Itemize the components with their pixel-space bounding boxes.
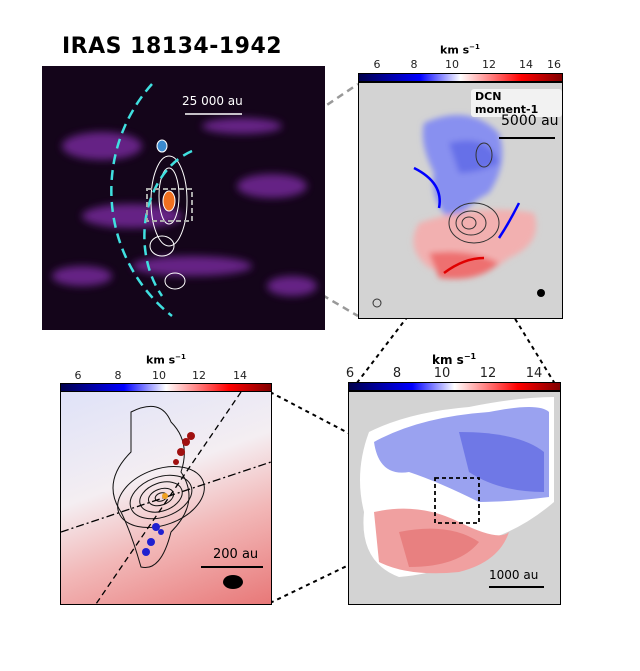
- tick: 14: [525, 366, 543, 381]
- panel-a-continuum-map: 25 000 au: [42, 66, 325, 330]
- panel-a-scale-label: 25 000 au: [182, 94, 243, 108]
- unit-exp: −1: [469, 43, 480, 51]
- tick: 10: [445, 58, 459, 71]
- tick: 8: [114, 369, 122, 382]
- tick: 16: [547, 58, 561, 71]
- tick: 6: [74, 369, 82, 382]
- tick: 8: [392, 366, 402, 381]
- panel-d-colorbar: [348, 382, 561, 391]
- panel-b-colorbar-ticks: 6 8 10 12 14 16: [358, 58, 562, 72]
- figure-title: IRAS 18134-1942: [62, 34, 283, 59]
- tick: 12: [192, 369, 206, 382]
- tick: 14: [233, 369, 247, 382]
- panel-d-dcn-zoom-map: 1000 au: [348, 391, 561, 605]
- panel-c-scale-label: 200 au: [213, 547, 259, 562]
- unit: km s: [440, 43, 470, 57]
- panel-b-dcn-moment-map: DCN moment-1 5000 au: [358, 82, 563, 319]
- tick: 10: [152, 369, 166, 382]
- tick: 6: [373, 58, 381, 71]
- panel-c-colorbar-label: km s−1: [146, 353, 186, 367]
- unit-exp: −1: [463, 352, 477, 361]
- unit: km s: [432, 353, 464, 367]
- panel-b-map-label: DCN moment-1: [471, 89, 562, 117]
- unit-exp: −1: [175, 353, 186, 361]
- panel-b-scale-label: 5000 au: [501, 113, 559, 129]
- tick: 14: [519, 58, 533, 71]
- tick: 12: [479, 366, 497, 381]
- panel-d-scale-label: 1000 au: [489, 568, 539, 582]
- panel-d-colorbar-label: km s−1: [432, 352, 476, 367]
- panel-b-colorbar-label: km s−1: [440, 43, 480, 57]
- panel-c-colorbar-ticks: 6 8 10 12 14: [60, 369, 270, 383]
- panel-c-velocity-model: 200 au: [60, 391, 272, 605]
- panel-d-colorbar-ticks: 6 8 10 12 14: [345, 366, 560, 381]
- panel-b-colorbar: [358, 73, 563, 82]
- tick: 8: [410, 58, 418, 71]
- tick: 10: [433, 366, 451, 381]
- unit: km s: [146, 353, 176, 367]
- tick: 12: [482, 58, 496, 71]
- tick: 6: [345, 366, 355, 381]
